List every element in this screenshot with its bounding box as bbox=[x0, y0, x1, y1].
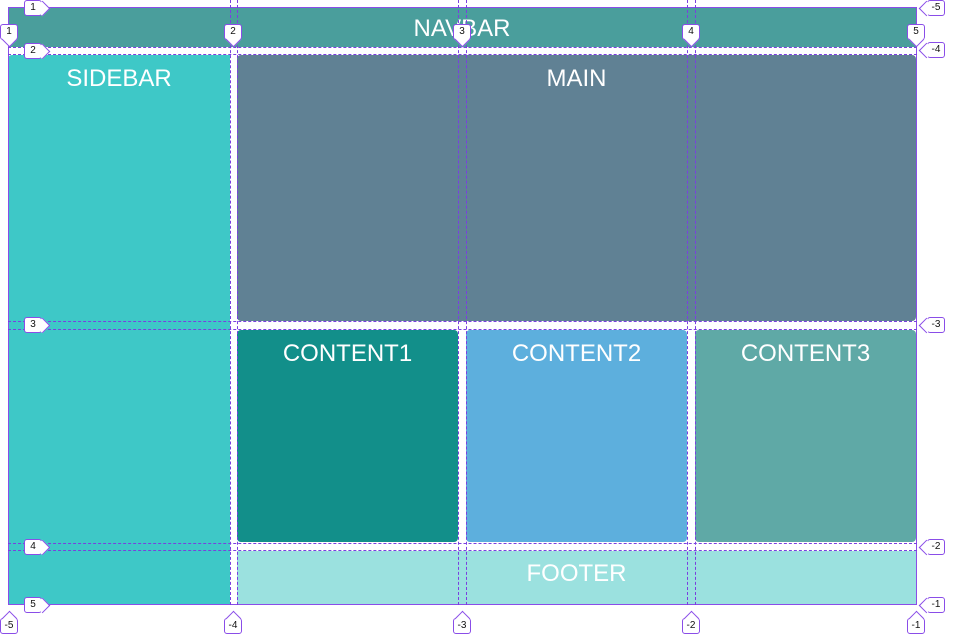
footer-area: FOOTER bbox=[237, 551, 916, 605]
content2-area: CONTENT2 bbox=[466, 330, 687, 542]
row-line-label-right: -2 bbox=[927, 539, 945, 555]
grid-line-row-2a bbox=[8, 47, 917, 48]
row-line-label-right: -3 bbox=[927, 317, 945, 333]
col-line-label-bottom: -4 bbox=[224, 618, 242, 634]
col-line-label-bottom: -1 bbox=[907, 618, 925, 634]
row-line-label-right: -1 bbox=[927, 597, 945, 613]
col-line-label-bottom: -2 bbox=[682, 618, 700, 634]
row-line-label-right: -4 bbox=[927, 42, 945, 58]
content3-area: CONTENT3 bbox=[695, 330, 916, 542]
navbar-area: NAVBAR bbox=[8, 7, 916, 47]
grid-line-col-2a bbox=[230, 0, 231, 605]
col-line-label-bottom: -5 bbox=[0, 618, 18, 634]
row-line-label-right: -5 bbox=[927, 0, 945, 16]
sidebar-area: SIDEBAR bbox=[8, 55, 230, 605]
content1-area: CONTENT1 bbox=[237, 330, 458, 542]
main-area: MAIN bbox=[237, 55, 916, 321]
col-line-label-bottom: -3 bbox=[453, 618, 471, 634]
